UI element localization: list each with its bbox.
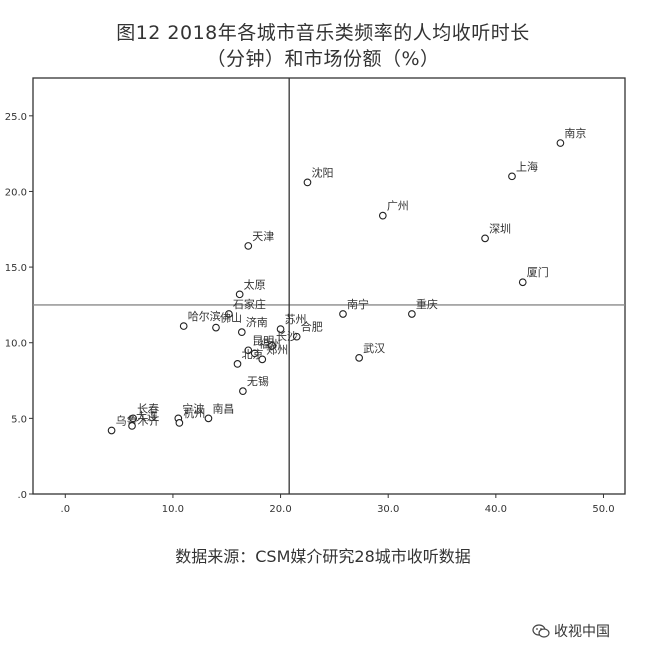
data-point xyxy=(481,234,489,243)
data-point xyxy=(179,322,188,330)
y-tick-label: 15.0 xyxy=(5,263,27,274)
data-point-label: 福州 xyxy=(259,336,281,350)
data-point xyxy=(339,310,347,318)
data-point xyxy=(268,341,276,350)
data-point xyxy=(239,387,247,395)
data-point-label: 石家庄 xyxy=(233,297,266,311)
plot-frame xyxy=(32,77,626,495)
chart-title-line-1: 图12 2018年各城市音乐类频率的人均收听时长 xyxy=(116,22,530,44)
data-point-label: 天津 xyxy=(252,230,274,243)
data-point xyxy=(204,414,213,423)
data-point-label: 太原 xyxy=(244,278,266,291)
watermark: 收视中国 xyxy=(532,621,610,641)
data-point-label: 杭州 xyxy=(183,406,205,420)
data-point xyxy=(212,323,220,332)
data-point xyxy=(129,414,137,423)
data-point xyxy=(303,178,312,187)
data-point xyxy=(235,290,244,299)
y-tick-label: 25.0 xyxy=(5,112,27,123)
data-point-label: 哈尔滨 xyxy=(188,309,221,323)
x-tick-label: 50.0 xyxy=(592,504,614,515)
data-point xyxy=(276,325,285,333)
wechat-icon xyxy=(532,623,550,639)
data-point-label: 佛山 xyxy=(220,312,242,325)
data-point xyxy=(237,328,246,336)
data-point-label: 宁波 xyxy=(182,401,204,415)
data-point-label: 北京 xyxy=(242,347,264,361)
data-point-label: 长春 xyxy=(137,402,159,415)
x-tick-label: 10.0 xyxy=(162,504,184,515)
data-point-label: 武汉 xyxy=(363,342,385,355)
data-point xyxy=(508,172,516,181)
data-point xyxy=(244,242,253,250)
x-tick-label: 20.0 xyxy=(269,504,291,515)
y-tick-label: 20.0 xyxy=(5,187,27,198)
data-point-label: 苏州 xyxy=(285,313,307,326)
y-tick-label: .0 xyxy=(17,490,27,501)
data-point-label: 广州 xyxy=(387,200,409,213)
data-point xyxy=(355,354,363,362)
data-point xyxy=(233,360,242,368)
data-point xyxy=(128,422,136,430)
data-point-label: 沈阳 xyxy=(311,165,333,179)
data-point-label: 南昌 xyxy=(212,402,234,415)
data-point xyxy=(175,419,184,427)
data-point-label: 深圳 xyxy=(489,222,511,235)
data-point xyxy=(258,355,267,364)
data-source-note: 数据来源：CSM媒介研究28城市收听数据 xyxy=(175,547,471,566)
data-point xyxy=(408,310,416,318)
data-point xyxy=(378,211,387,220)
data-point xyxy=(250,349,259,358)
data-point xyxy=(556,139,565,147)
data-point-label: 厦门 xyxy=(527,265,549,279)
data-point xyxy=(107,426,116,435)
data-point xyxy=(225,310,233,318)
watermark-text: 收视中国 xyxy=(554,624,610,640)
data-point-label: 济南 xyxy=(246,315,268,329)
data-point-label: 合肥 xyxy=(301,320,323,334)
data-point-label: 无锡 xyxy=(247,374,269,388)
data-point-label: 上海 xyxy=(516,159,538,173)
data-point-label: 南京 xyxy=(564,126,586,140)
data-point-label: 长沙 xyxy=(276,330,298,343)
data-point xyxy=(292,332,301,341)
data-point-label: 大连 xyxy=(136,409,158,423)
data-point-label: 南宁 xyxy=(347,297,369,311)
x-tick-label: .0 xyxy=(61,504,71,515)
data-point xyxy=(518,278,527,287)
x-tick-label: 40.0 xyxy=(485,504,507,515)
data-point xyxy=(244,346,253,355)
y-tick-label: 10.0 xyxy=(5,339,27,350)
chart-title-line-2: （分钟）和市场份额（%） xyxy=(206,48,440,70)
x-tick-label: 30.0 xyxy=(377,504,399,515)
data-point-label: 乌鲁木齐 xyxy=(116,413,160,427)
y-tick-label: 5.0 xyxy=(11,414,27,425)
data-point-label: 重庆 xyxy=(416,297,438,311)
data-point-label: 郑州 xyxy=(266,342,288,356)
